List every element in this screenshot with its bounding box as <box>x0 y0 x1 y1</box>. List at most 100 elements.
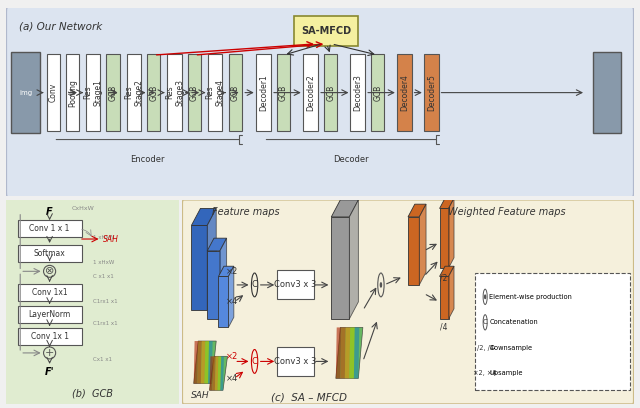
Text: Decoder4: Decoder4 <box>400 74 409 111</box>
FancyBboxPatch shape <box>188 54 201 131</box>
Text: ×2, ×4: ×2, ×4 <box>474 370 497 376</box>
Polygon shape <box>209 356 228 390</box>
Text: (c)  SA – MFCD: (c) SA – MFCD <box>271 392 347 402</box>
FancyBboxPatch shape <box>18 220 81 237</box>
Polygon shape <box>201 341 205 384</box>
FancyBboxPatch shape <box>86 54 100 131</box>
FancyBboxPatch shape <box>218 277 228 327</box>
Text: Feature maps: Feature maps <box>212 207 280 217</box>
Polygon shape <box>197 341 202 384</box>
FancyBboxPatch shape <box>440 277 449 319</box>
Text: Res
Stage2: Res Stage2 <box>124 79 143 106</box>
Text: Conv3 x 3: Conv3 x 3 <box>274 280 316 289</box>
Polygon shape <box>354 327 359 379</box>
FancyBboxPatch shape <box>47 54 60 131</box>
FancyBboxPatch shape <box>303 54 318 131</box>
Polygon shape <box>218 266 234 277</box>
Text: C1rx1 x1: C1rx1 x1 <box>93 321 117 326</box>
Text: Decoder1: Decoder1 <box>259 74 268 111</box>
Polygon shape <box>209 356 213 390</box>
FancyBboxPatch shape <box>191 225 207 310</box>
FancyBboxPatch shape <box>208 54 223 131</box>
FancyBboxPatch shape <box>424 54 439 131</box>
Text: Res
Stage4: Res Stage4 <box>205 79 225 106</box>
Polygon shape <box>194 341 216 384</box>
Text: GCB: GCB <box>279 84 288 101</box>
FancyBboxPatch shape <box>18 328 81 345</box>
Text: SAH: SAH <box>103 235 119 244</box>
Text: Decoder2: Decoder2 <box>306 74 315 111</box>
Polygon shape <box>218 356 221 390</box>
Text: GCB: GCB <box>190 84 199 101</box>
Text: Encoder: Encoder <box>131 155 164 164</box>
Circle shape <box>380 283 381 287</box>
FancyBboxPatch shape <box>276 347 314 376</box>
Polygon shape <box>349 200 358 319</box>
Text: (b)  GCB: (b) GCB <box>72 389 113 399</box>
Polygon shape <box>191 208 216 225</box>
Text: C x1 x1: C x1 x1 <box>93 274 113 279</box>
Polygon shape <box>205 341 209 384</box>
FancyBboxPatch shape <box>277 54 290 131</box>
FancyBboxPatch shape <box>6 6 634 198</box>
FancyBboxPatch shape <box>408 217 419 285</box>
Text: ×2: ×2 <box>226 352 238 361</box>
Text: SAH: SAH <box>191 391 210 400</box>
Text: Conv 1 x 1: Conv 1 x 1 <box>29 224 70 233</box>
Text: GCB: GCB <box>109 84 118 101</box>
Polygon shape <box>449 266 454 319</box>
FancyBboxPatch shape <box>182 200 634 404</box>
Text: Pooling: Pooling <box>68 79 77 106</box>
Polygon shape <box>215 356 218 390</box>
Polygon shape <box>349 327 355 379</box>
FancyBboxPatch shape <box>18 245 81 262</box>
Text: /2: /2 <box>440 274 447 283</box>
Polygon shape <box>207 238 227 251</box>
Text: C1rx1 x1: C1rx1 x1 <box>93 299 117 304</box>
Text: CxHxW: CxHxW <box>72 206 95 211</box>
Text: GCB: GCB <box>231 84 240 101</box>
Text: Conv3 x 3: Conv3 x 3 <box>274 357 316 366</box>
Polygon shape <box>228 266 234 327</box>
FancyBboxPatch shape <box>18 284 81 301</box>
FancyBboxPatch shape <box>440 208 449 268</box>
Text: GCB: GCB <box>373 84 382 101</box>
FancyBboxPatch shape <box>228 54 242 131</box>
FancyBboxPatch shape <box>147 54 161 131</box>
Polygon shape <box>212 356 216 390</box>
Text: /2, /4: /2, /4 <box>477 345 493 351</box>
Text: 1 xHxW: 1 xHxW <box>93 260 114 265</box>
FancyBboxPatch shape <box>4 198 181 406</box>
Text: Upsample: Upsample <box>489 370 523 376</box>
FancyBboxPatch shape <box>66 54 79 131</box>
Text: Decoder: Decoder <box>333 155 369 164</box>
Polygon shape <box>408 204 426 217</box>
Polygon shape <box>220 238 227 319</box>
Polygon shape <box>332 200 358 217</box>
Text: Conv 1x1: Conv 1x1 <box>32 288 67 297</box>
FancyBboxPatch shape <box>257 54 271 131</box>
Text: Downsample: Downsample <box>489 345 532 351</box>
FancyBboxPatch shape <box>11 52 40 133</box>
Text: Weighted Feature maps: Weighted Feature maps <box>449 207 566 217</box>
Polygon shape <box>340 327 346 379</box>
FancyBboxPatch shape <box>276 271 314 299</box>
Text: GCB: GCB <box>149 84 158 101</box>
Text: F: F <box>46 207 53 217</box>
Text: C: C <box>483 319 488 325</box>
Text: Conv: Conv <box>49 83 58 102</box>
Text: LayerNorm: LayerNorm <box>28 310 71 319</box>
Text: Decoder5: Decoder5 <box>427 74 436 111</box>
Polygon shape <box>440 266 454 277</box>
Text: F': F' <box>45 367 54 377</box>
FancyBboxPatch shape <box>351 54 365 131</box>
Text: C: C <box>252 357 257 366</box>
Text: ×2: ×2 <box>226 267 238 276</box>
Polygon shape <box>336 327 363 379</box>
FancyBboxPatch shape <box>324 54 337 131</box>
Polygon shape <box>336 327 341 379</box>
Polygon shape <box>440 198 454 208</box>
FancyBboxPatch shape <box>294 16 358 46</box>
Text: GCB: GCB <box>326 84 335 101</box>
Text: Element-wise production: Element-wise production <box>489 294 572 300</box>
